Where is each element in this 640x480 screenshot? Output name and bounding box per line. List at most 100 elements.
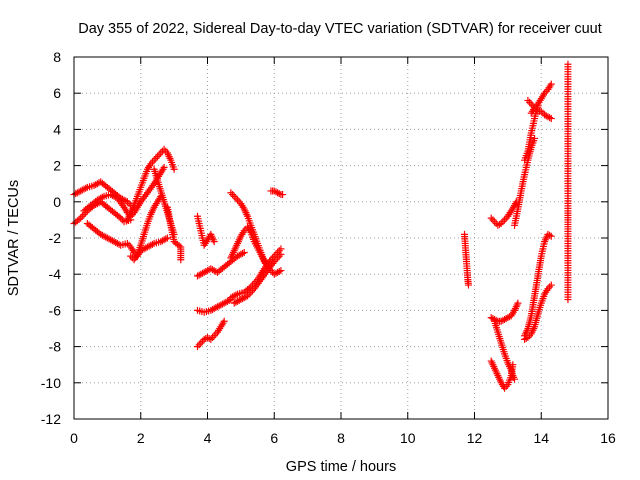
data-point bbox=[564, 296, 572, 304]
data-point bbox=[232, 291, 240, 299]
data-point bbox=[489, 216, 497, 224]
data-point bbox=[279, 191, 287, 199]
data-point bbox=[82, 184, 90, 192]
grid bbox=[74, 57, 608, 419]
series-arc-24 bbox=[521, 230, 555, 340]
data-point bbox=[546, 231, 554, 239]
data-point bbox=[277, 250, 285, 258]
x-tick-label: 6 bbox=[270, 430, 278, 446]
data-point bbox=[155, 151, 163, 159]
series-arc-28 bbox=[527, 80, 555, 117]
data-point bbox=[78, 212, 86, 220]
y-axis-label: SDTVAR / TECUs bbox=[6, 180, 22, 296]
data-point bbox=[175, 242, 183, 250]
y-tick-label: 2 bbox=[53, 158, 61, 174]
x-tick-label: 12 bbox=[467, 430, 483, 446]
data-point bbox=[234, 196, 242, 204]
x-tick-label: 16 bbox=[600, 430, 616, 446]
data-point bbox=[464, 281, 472, 289]
chart-title: Day 355 of 2022, Sidereal Day-to-day VTE… bbox=[78, 21, 602, 37]
data-point bbox=[75, 215, 83, 223]
y-tick-label: -6 bbox=[49, 302, 62, 318]
data-point bbox=[547, 281, 555, 289]
data-point bbox=[274, 268, 282, 276]
y-tick-label: 8 bbox=[53, 49, 61, 65]
data-point bbox=[511, 375, 519, 383]
series-arc-9 bbox=[193, 212, 218, 249]
data-point bbox=[239, 249, 247, 257]
data-point bbox=[275, 252, 283, 260]
data-point bbox=[205, 334, 213, 342]
data-point bbox=[501, 216, 509, 224]
data-point bbox=[98, 193, 106, 201]
data-point bbox=[115, 213, 123, 221]
series-arc-4 bbox=[83, 220, 171, 260]
series-arc-29 bbox=[564, 60, 572, 304]
x-axis-label: GPS time / hours bbox=[286, 459, 396, 475]
data-point bbox=[209, 334, 217, 342]
data-point bbox=[526, 98, 534, 106]
data-point bbox=[544, 113, 552, 121]
y-tick-label: -4 bbox=[49, 266, 62, 282]
data-point bbox=[524, 96, 532, 104]
x-tick-label: 2 bbox=[137, 430, 145, 446]
series-arc-11 bbox=[193, 296, 235, 316]
y-tick-label: -2 bbox=[49, 230, 62, 246]
series-arc-17 bbox=[267, 187, 287, 199]
data-point bbox=[162, 235, 170, 243]
data-point bbox=[514, 299, 522, 307]
data-point bbox=[547, 115, 555, 123]
x-tick-label: 10 bbox=[400, 430, 416, 446]
data-point bbox=[163, 234, 171, 242]
data-point bbox=[494, 221, 502, 229]
series-arc-10 bbox=[193, 248, 248, 280]
axis-ticks: 0 2 4 6 8 10 12 14 16 -12 -10 -8 -6 -4 -2 0 2 4 6 8 bbox=[41, 49, 616, 446]
series-arc-26 bbox=[511, 134, 539, 229]
y-tick-label: -8 bbox=[49, 339, 62, 355]
data-point bbox=[210, 238, 218, 246]
data-point bbox=[275, 190, 283, 198]
data-point bbox=[160, 145, 168, 153]
data-point bbox=[207, 335, 215, 343]
series-arc-6 bbox=[127, 192, 165, 264]
x-tick-label: 0 bbox=[70, 430, 78, 446]
y-tick-label: 6 bbox=[53, 85, 61, 101]
data-point bbox=[148, 240, 156, 248]
data-point bbox=[274, 254, 282, 262]
x-tick-label: 14 bbox=[533, 430, 549, 446]
data-point bbox=[237, 250, 245, 258]
data-point bbox=[227, 189, 235, 197]
series-arc-8 bbox=[163, 203, 185, 264]
plot-frame bbox=[73, 56, 609, 420]
data-point bbox=[152, 154, 160, 162]
series-arc-5 bbox=[123, 145, 178, 224]
data-point bbox=[497, 220, 505, 228]
data-point bbox=[277, 267, 285, 275]
data-point bbox=[170, 165, 178, 173]
data-point bbox=[547, 80, 555, 88]
data-point bbox=[275, 267, 283, 275]
series-arc-12 bbox=[193, 317, 228, 351]
data-point bbox=[160, 163, 168, 171]
x-tick-label: 8 bbox=[337, 430, 345, 446]
data-point bbox=[232, 194, 240, 202]
y-tick-label: 0 bbox=[53, 194, 61, 210]
data-point bbox=[240, 248, 248, 256]
series-arc-16 bbox=[230, 250, 285, 307]
data-point bbox=[193, 343, 201, 351]
data-points bbox=[70, 60, 572, 392]
data-point bbox=[195, 341, 203, 349]
data-point bbox=[220, 317, 228, 325]
data-point bbox=[229, 191, 237, 199]
data-point bbox=[547, 232, 555, 240]
data-point bbox=[546, 114, 554, 122]
data-point bbox=[531, 134, 539, 142]
x-tick-label: 4 bbox=[204, 430, 212, 446]
series-arc-18 bbox=[460, 230, 472, 289]
y-tick-label: -10 bbox=[41, 375, 61, 391]
series-arc-23 bbox=[521, 281, 555, 343]
data-point bbox=[230, 192, 238, 200]
series-arc-22 bbox=[491, 317, 519, 383]
data-point bbox=[157, 149, 165, 157]
